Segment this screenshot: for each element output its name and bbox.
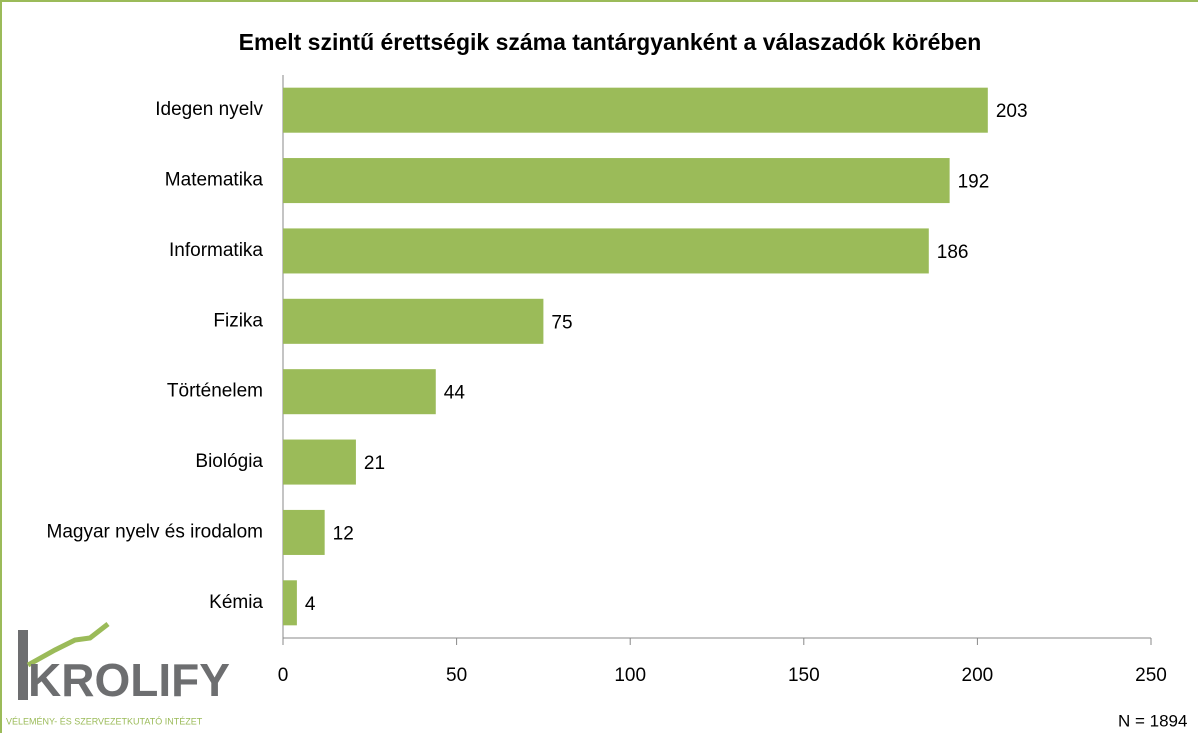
data-label: 192 — [958, 172, 990, 193]
annotation: N = 1894 — [1118, 711, 1187, 730]
y-tick-label: Biológia — [195, 451, 263, 472]
data-label: 21 — [364, 453, 385, 474]
data-label: 75 — [551, 312, 572, 333]
y-tick-label: Informatika — [169, 240, 263, 261]
x-tick-label: 250 — [1135, 665, 1167, 686]
bar — [283, 369, 436, 415]
data-label: 12 — [333, 523, 354, 544]
x-tick-label: 0 — [278, 665, 289, 686]
chart-title: Emelt szintű érettségik száma tantárgyan… — [239, 29, 982, 55]
x-tick-label: 50 — [446, 665, 467, 686]
y-tick-label: Fizika — [213, 310, 263, 331]
logo-tagline: VÉLEMÉNY- ÉS SZERVEZETKUTATÓ INTÉZET — [6, 716, 203, 726]
bar — [283, 580, 297, 626]
logo: KROLIFY VÉLEMÉNY- ÉS SZERVEZETKUTATÓ INT… — [6, 622, 230, 726]
data-label: 4 — [305, 594, 316, 615]
logo-name: KROLIFY — [28, 654, 230, 706]
data-label: 203 — [996, 101, 1028, 122]
logo-swoosh — [26, 622, 110, 668]
y-tick-label: Történelem — [167, 381, 263, 402]
y-tick-label: Kémia — [209, 592, 263, 613]
x-tick-label: 200 — [962, 665, 994, 686]
bar — [283, 87, 988, 133]
bar — [283, 158, 950, 204]
data-label: 44 — [444, 383, 466, 404]
bar — [283, 298, 544, 344]
y-tick-label: Matematika — [165, 170, 264, 191]
bar — [283, 509, 325, 555]
bar — [283, 228, 929, 274]
bar — [283, 439, 356, 485]
x-tick-label: 150 — [788, 665, 820, 686]
y-tick-label: Idegen nyelv — [155, 99, 263, 120]
y-tick-label: Magyar nyelv és irodalom — [47, 521, 263, 542]
logo-bar — [18, 630, 28, 700]
data-label: 186 — [937, 242, 969, 263]
x-tick-label: 100 — [614, 665, 646, 686]
